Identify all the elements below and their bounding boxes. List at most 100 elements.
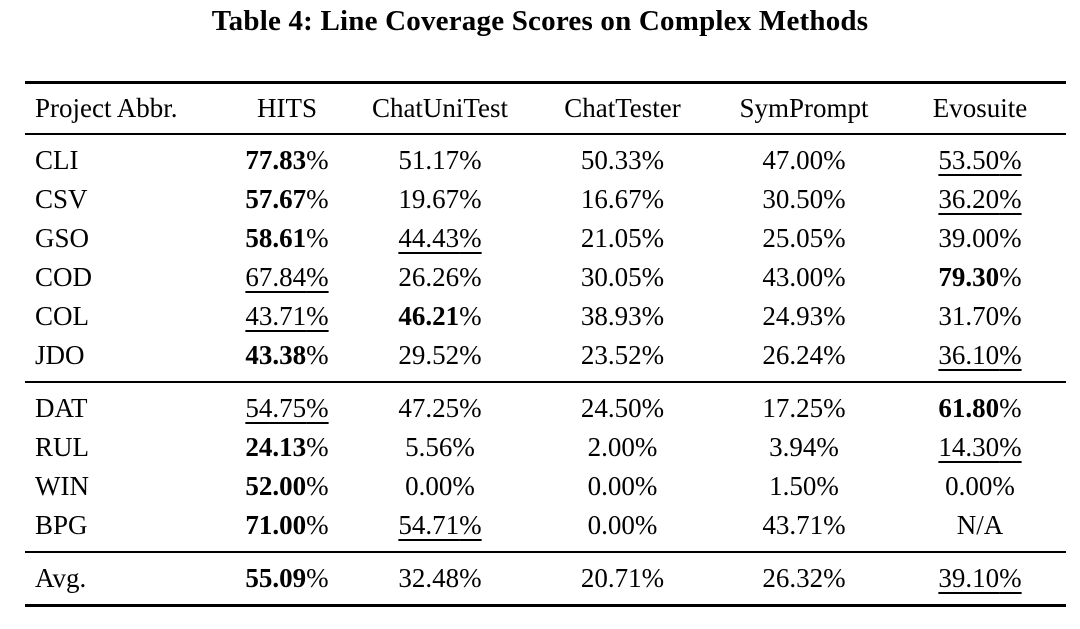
percent-sign: % [641,339,665,370]
score-cell: 58.61% [225,219,349,258]
best-score-value: 77.83% [245,145,328,175]
row-group-2: DAT 54.75% 47.25% 24.50% 17.25% 61.80% RUL 24.1… [25,381,1066,552]
score-cell: 46.21% [349,297,531,336]
score-number: 43.00 [762,261,824,292]
percent-sign: % [823,300,846,331]
score-number: 36.10 [938,339,1000,370]
second-best-score-value: 36.10% [938,340,1021,370]
project-abbr-cell: DAT [35,392,88,423]
percent-sign: % [823,183,846,214]
second-best-score-value: 54.71% [398,510,481,540]
score-cell: 30.50% [714,180,894,219]
score-value: 3.94% [769,432,839,462]
score-cell: 25.05% [714,219,894,258]
score-number: 43.71 [245,300,307,331]
score-cell: 31.70% [894,297,1066,336]
best-score-value: 52.00% [245,471,328,501]
score-number: 24.93 [762,300,824,331]
score-number: 23.52 [580,339,642,370]
score-number: 39.10 [938,562,1000,593]
second-best-score-value: 67.84% [245,262,328,292]
score-cell: 57.67% [225,180,349,219]
score-cell: 61.80% [894,382,1066,428]
score-cell: 2.00% [531,428,714,467]
best-score-value: 55.09% [245,563,328,593]
score-number: 61.80 [938,392,1000,423]
percent-sign: % [459,261,482,292]
second-best-score-value: 14.30% [938,432,1021,462]
score-number: 30.05 [580,261,642,292]
project-abbr-cell: JDO [35,339,85,370]
percent-sign: % [459,183,482,214]
score-value: 5.56% [405,432,475,462]
table-row: CSV 57.67% 19.67% 16.67% 30.50% 36.20% [25,180,1066,219]
score-cell: 0.00% [531,467,714,506]
score-number: 79.30 [938,261,1000,292]
score-cell: 43.71% [714,506,894,552]
percent-sign: % [992,470,1015,501]
percent-sign: % [459,339,482,370]
score-value: 23.52% [581,340,664,370]
score-cell: 51.17% [349,134,531,180]
score-cell: 26.26% [349,258,531,297]
percent-sign: % [641,144,665,175]
score-cell: 17.25% [714,382,894,428]
percent-sign: % [452,431,475,462]
score-cell: 3.94% [714,428,894,467]
score-value: 43.00% [762,262,845,292]
score-number: 53.50 [938,144,1000,175]
score-cell: 79.30% [894,258,1066,297]
score-value: 1.50% [769,471,839,501]
percent-sign: % [823,339,846,370]
percent-sign: % [306,261,329,292]
percent-sign: % [459,562,482,593]
score-value: 32.48% [398,563,481,593]
score-number: 77.83 [245,144,307,175]
score-number: 47.25 [398,392,460,423]
percent-sign: % [634,509,658,540]
score-number: 67.84 [245,261,307,292]
percent-sign: % [999,562,1022,593]
score-value: 0.00% [945,471,1015,501]
score-number: 0.00 [587,509,635,540]
table-caption: Table 4: Line Coverage Scores on Complex… [211,5,869,37]
score-number: 39.00 [938,222,1000,253]
score-cell: 43.00% [714,258,894,297]
table-row: COD 67.84% 26.26% 30.05% 43.00% 79.30% [25,258,1066,297]
score-value: 19.67% [398,184,481,214]
score-number: 25.05 [762,222,824,253]
table-row: Avg. 55.09% 32.48% 20.71% 26.32% 39.10% [25,552,1066,606]
score-value: 30.50% [762,184,845,214]
percent-sign: % [459,222,482,253]
percent-sign: % [999,222,1022,253]
column-header-chatunitest: ChatUniTest [371,92,509,123]
percent-sign: % [823,222,846,253]
percent-sign: % [823,562,846,593]
column-header-evosuite: Evosuite [932,92,1028,123]
project-abbr-cell: RUL [35,431,89,462]
score-cell: 52.00% [225,467,349,506]
percent-sign: % [641,222,665,253]
percent-sign: % [823,144,846,175]
percent-sign: % [641,183,665,214]
score-cell: 71.00% [225,506,349,552]
score-cell: 44.43% [349,219,531,258]
table-row: CLI 77.83% 51.17% 50.33% 47.00% 53.50% [25,134,1066,180]
score-number: 16.67 [580,183,642,214]
best-score-value: 71.00% [245,510,328,540]
percent-sign: % [999,392,1022,423]
score-number: 52.00 [245,470,307,501]
best-score-value: 57.67% [245,184,328,214]
score-number: 0.00 [405,470,453,501]
table-row: RUL 24.13% 5.56% 2.00% 3.94% 14.30% [25,428,1066,467]
score-value: 31.70% [938,301,1021,331]
percent-sign: % [641,392,665,423]
score-number: 17.25 [762,392,824,423]
score-cell: 53.50% [894,134,1066,180]
score-cell: 24.93% [714,297,894,336]
score-number: 54.75 [245,392,307,423]
percent-sign: % [999,183,1022,214]
score-number: 44.43 [398,222,460,253]
column-header-project-abbr: Project Abbr. [35,92,178,123]
score-cell: 38.93% [531,297,714,336]
